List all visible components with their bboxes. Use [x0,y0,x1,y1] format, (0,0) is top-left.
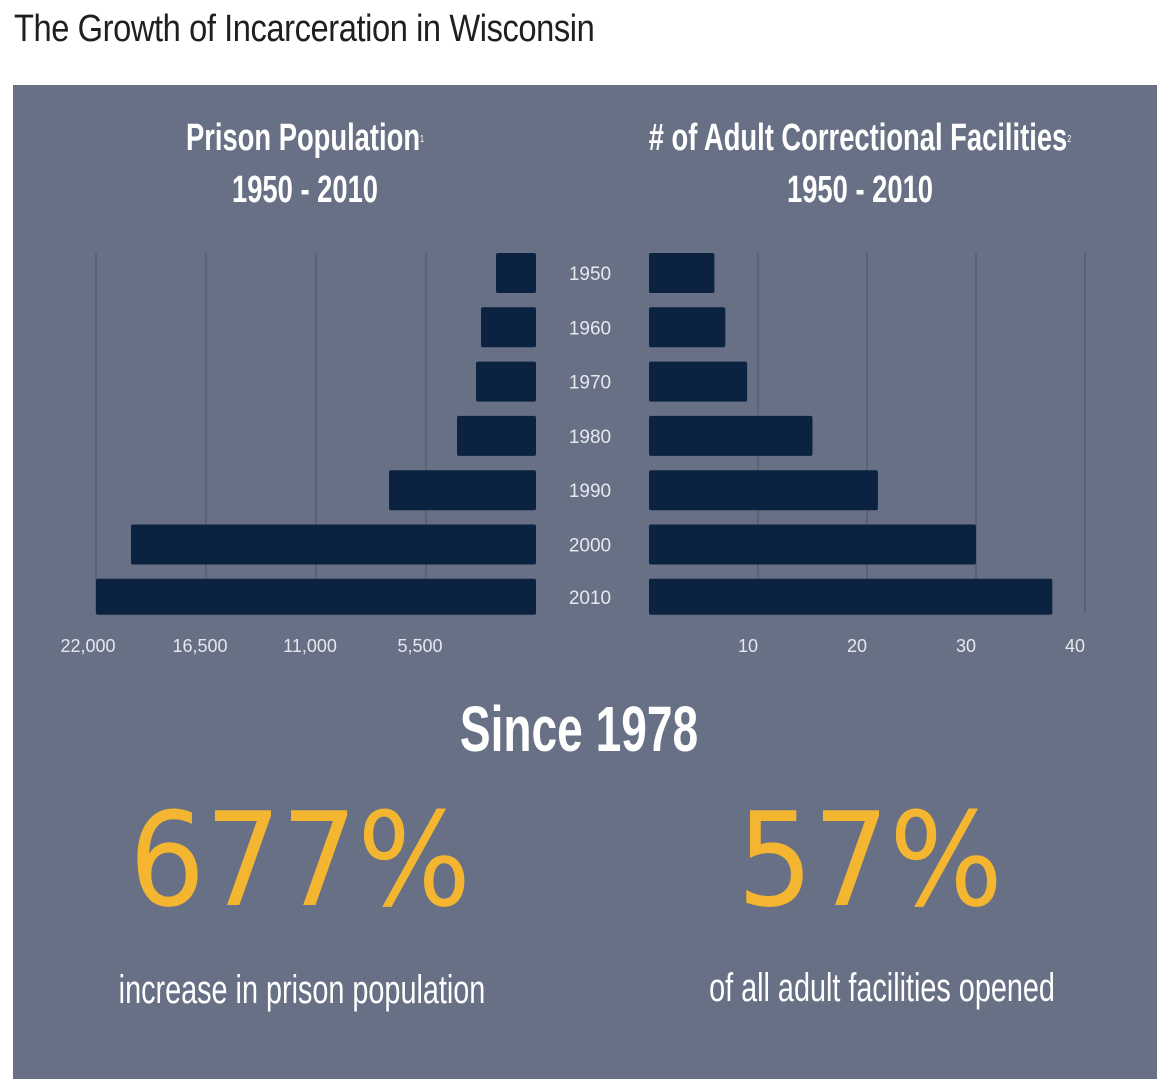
facilities-bar-1960 [649,307,726,348]
prison-population-bar-2010 [96,578,536,615]
right-chart-title-line1: # of Adult Correctional Facilities [648,117,1068,159]
prison-population-bar-1970 [476,361,536,402]
left-tick-label: 22,000 [60,636,115,656]
facilities-bar-2010 [649,578,1053,615]
prison-population-bar-1990 [389,470,536,511]
prison-population-bar-1980 [457,415,536,456]
stat-facilities-opened-caption: of all adult facilities opened [709,966,1055,1010]
stat-prison-increase-value: 677% [129,784,471,936]
stat-prison-increase-caption: increase in prison population [118,968,486,1012]
right-tick-label: 20 [847,636,867,656]
facilities-bar-1970 [649,361,748,402]
left-tick-label: 5,500 [397,636,442,656]
page-title: The Growth of Incarceration in Wisconsin [14,8,595,50]
prison-population-bar-1960 [481,307,536,348]
right-chart-title-line2: 1950 - 2010 [786,169,934,211]
left-chart-footnote: 1 [420,134,425,145]
year-label-1950: 1950 [569,264,611,285]
year-label-1980: 1980 [569,427,611,448]
right-tick-label: 10 [738,636,758,656]
left-tick-label: 11,000 [283,636,337,656]
year-label-2010: 2010 [569,588,611,609]
right-tick-label: 40 [1065,636,1085,656]
year-label-1960: 1960 [569,318,611,339]
left-chart-title-line2: 1950 - 2010 [231,169,379,211]
facilities-bar-1990 [649,470,878,511]
facilities-bar-2000 [649,524,976,565]
year-label-1970: 1970 [569,373,611,394]
since-heading: Since 1978 [459,693,699,765]
year-label-1990: 1990 [569,481,611,502]
left-chart-title: Prison Population1 1950 - 2010 [161,112,449,216]
stat-facilities-opened-value: 57% [737,784,1003,936]
left-chart-title-line1: Prison Population [185,117,421,159]
year-label-2000: 2000 [569,536,611,557]
facilities-bar-1980 [649,415,813,456]
right-chart-footnote: 2 [1067,134,1072,145]
right-chart-title: # of Adult Correctional Facilities2 1950… [644,112,1076,216]
left-tick-label: 16,500 [172,636,227,656]
prison-population-bar-1950 [496,253,536,293]
right-tick-label: 30 [956,636,976,656]
prison-population-bar-2000 [131,524,536,565]
facilities-bar-1950 [649,253,715,293]
